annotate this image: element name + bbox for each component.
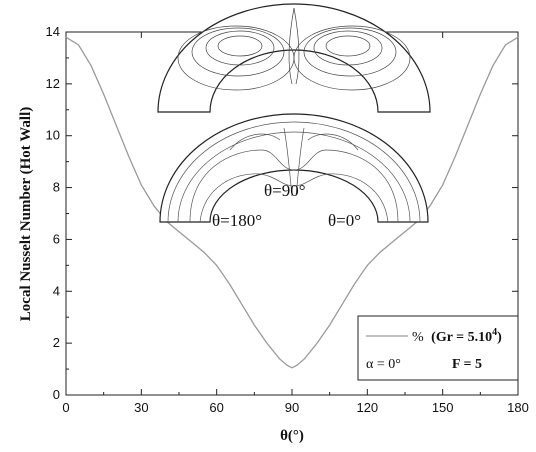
- series-line-nusselt: [65, 36, 519, 369]
- x-tick-label: 180: [507, 400, 529, 415]
- legend-alpha: α = 0°: [366, 357, 401, 372]
- inset-lower-isotherms: [159, 113, 429, 223]
- x-tick-label: 90: [285, 400, 299, 415]
- axis-ticks: [65, 31, 519, 396]
- legend-gr-exp: 4: [492, 327, 497, 338]
- y-tick-label: 12: [46, 76, 60, 91]
- label-theta-180: θ=180°: [212, 211, 262, 230]
- x-tick-label: 60: [209, 400, 223, 415]
- x-tick-label: 120: [356, 400, 378, 415]
- x-tick-label: 150: [432, 400, 454, 415]
- x-tick-label: 30: [134, 400, 148, 415]
- y-tick-label: 4: [53, 283, 60, 298]
- legend-gr-close: ): [497, 330, 502, 345]
- y-tick-label: 10: [46, 128, 60, 143]
- y-tick-label: 6: [53, 231, 60, 246]
- legend-f: F = 5: [452, 357, 482, 372]
- svg-text:% (Gr = 5.104): % (Gr = 5.104): [412, 327, 502, 345]
- y-tick-label: 0: [53, 387, 60, 402]
- legend-series-name: %: [412, 330, 424, 345]
- y-tick-label: 14: [46, 24, 60, 39]
- y-tick-label: 8: [53, 180, 60, 195]
- x-tick-label: 0: [62, 400, 69, 415]
- legend-gr: (Gr = 5.10: [431, 330, 492, 345]
- x-axis-title: θ(°): [280, 428, 304, 444]
- tick-labels: 0 30 60 90 120 150 180 0 2 4 6 8 10 12 14: [46, 24, 529, 415]
- label-theta-0: θ=0°: [328, 211, 361, 230]
- y-axis-title: Local Nusselt Number (Hot Wall): [18, 107, 34, 321]
- y-tick-label: 2: [53, 335, 60, 350]
- inset-upper-streamlines: [157, 3, 431, 113]
- legend: % (Gr = 5.104) α = 0° F = 5: [357, 315, 519, 381]
- label-theta-90: θ=90°: [264, 181, 306, 200]
